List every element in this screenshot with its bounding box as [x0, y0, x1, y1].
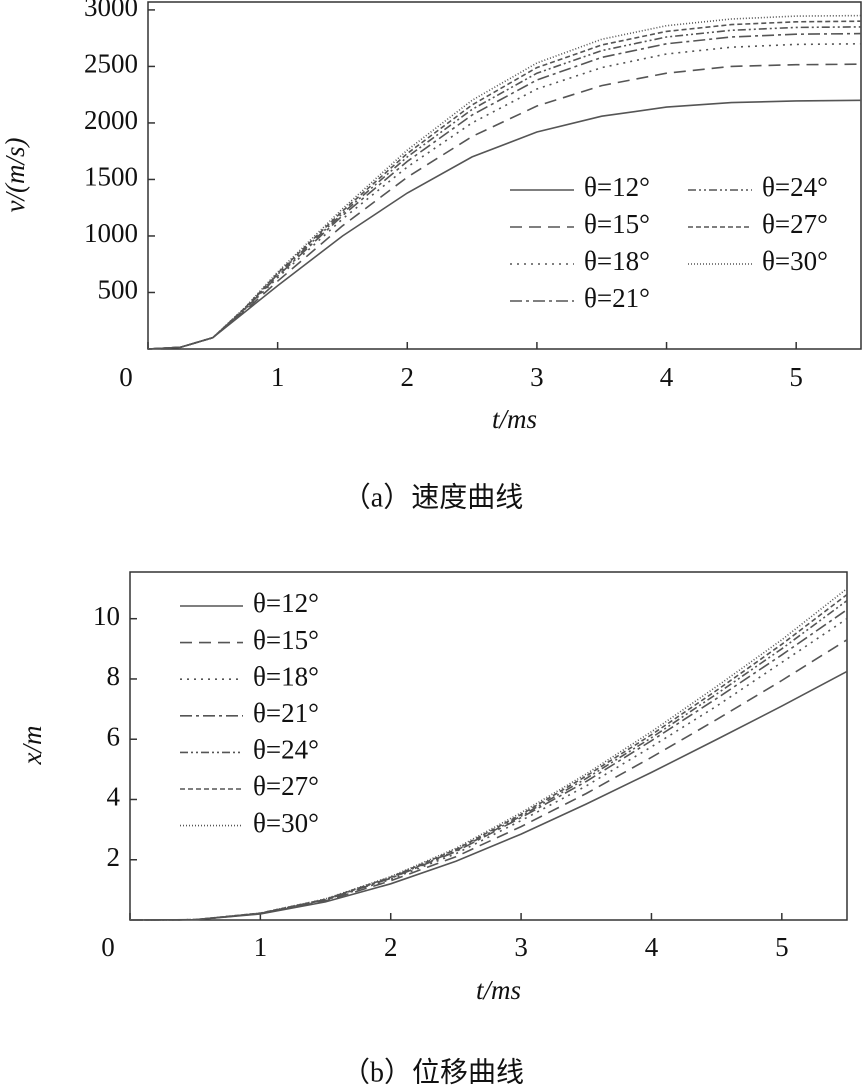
- legend-label: θ=18°: [584, 246, 650, 276]
- y-tick-label: 500: [98, 275, 139, 305]
- legend-label: θ=21°: [253, 698, 319, 728]
- data-line: [147, 20, 862, 350]
- data-line: [147, 99, 862, 350]
- x-tick-label: 3: [514, 932, 528, 962]
- x-tick-label: 0: [119, 362, 133, 392]
- x-tick-label: 1: [271, 362, 285, 392]
- y-axis-title: v/(m/s): [0, 138, 30, 213]
- data-line: [129, 593, 848, 921]
- y-tick-label: 2: [107, 842, 121, 872]
- y-tick-label: 1500: [84, 162, 138, 192]
- data-line: [129, 599, 848, 921]
- y-tick-label: 4: [107, 782, 121, 812]
- legend-label: θ=12°: [253, 588, 319, 618]
- data-line: [147, 43, 862, 350]
- data-line: [129, 609, 848, 921]
- caption: （b）位移曲线: [342, 1056, 524, 1088]
- x-tick-label: 5: [789, 362, 803, 392]
- y-tick-label: 8: [107, 661, 121, 691]
- y-axis-title: x/m: [17, 726, 47, 766]
- legend-label: θ=27°: [762, 209, 828, 239]
- y-tick-label: 10: [93, 601, 120, 631]
- data-line: [129, 639, 848, 921]
- legend-label: θ=27°: [253, 771, 319, 801]
- legend-label: θ=21°: [584, 283, 650, 313]
- legend-label: θ=24°: [253, 735, 319, 765]
- x-axis-title: t/ms: [476, 975, 521, 1005]
- x-tick-label: 4: [645, 932, 659, 962]
- plot-frame: [129, 571, 848, 921]
- x-tick-label: 4: [660, 362, 674, 392]
- y-tick-label: 2500: [84, 49, 138, 79]
- y-tick-label: 3000: [84, 0, 138, 22]
- legend-label: θ=15°: [253, 625, 319, 655]
- data-line: [129, 618, 848, 921]
- y-tick-label: 2000: [84, 105, 138, 135]
- legend-label: θ=30°: [253, 808, 319, 838]
- x-tick-label: 1: [254, 932, 268, 962]
- legend-label: θ=15°: [584, 209, 650, 239]
- legend-label: θ=24°: [762, 172, 828, 202]
- data-line: [147, 63, 862, 350]
- data-line: [147, 26, 862, 350]
- x-tick-label: 0: [101, 932, 115, 962]
- x-tick-label: 2: [384, 932, 398, 962]
- x-axis-title: t/ms: [492, 404, 537, 434]
- legend-label: θ=12°: [584, 172, 650, 202]
- legend-label: θ=30°: [762, 246, 828, 276]
- x-tick-label: 5: [775, 932, 789, 962]
- y-tick-label: 1000: [84, 218, 138, 248]
- y-tick-label: 6: [107, 721, 121, 751]
- data-line: [129, 587, 848, 921]
- data-line: [129, 670, 848, 921]
- plot-frame: [147, 1, 862, 350]
- x-tick-label: 2: [401, 362, 415, 392]
- caption: （a）速度曲线: [343, 481, 523, 513]
- legend-label: θ=18°: [253, 661, 319, 691]
- x-tick-label: 3: [530, 362, 544, 392]
